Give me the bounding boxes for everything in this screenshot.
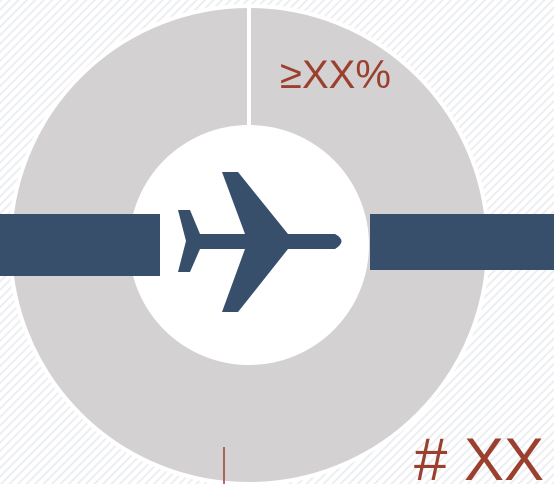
airplane-icon: [178, 172, 342, 312]
count-label: # XX: [414, 426, 544, 484]
left-bar: [0, 214, 160, 276]
right-bar: [370, 214, 554, 270]
percent-label: ≥XX%: [280, 53, 391, 97]
